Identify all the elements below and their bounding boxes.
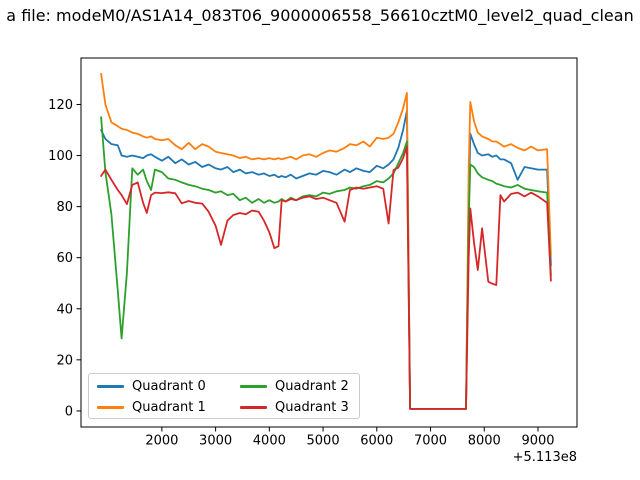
legend-label-quadrant-2: Quadrant 2 [275, 379, 349, 394]
y-tick-label: 40 [56, 302, 73, 317]
series-line-quadrant-1 [100, 72, 552, 410]
x-tick-label: 7000 [414, 434, 447, 449]
legend-entry-quadrant-0: Quadrant 0 [97, 376, 240, 397]
legend-label-quadrant-0: Quadrant 0 [132, 379, 206, 394]
y-tick-label: 120 [48, 98, 73, 113]
legend: Quadrant 0 Quadrant 1 Quadrant 2 Quadran… [88, 373, 360, 419]
x-tick-label: 5000 [307, 434, 340, 449]
x-tick-label: 3000 [199, 434, 232, 449]
y-axis: 0 20 40 60 80 100 120 [48, 98, 81, 419]
legend-line-swatch-quadrant-2 [240, 385, 267, 388]
y-tick-label: 80 [56, 200, 73, 215]
series-line-quadrant-2 [100, 116, 552, 410]
x-tick-label: 2000 [145, 434, 178, 449]
x-axis: 2000 3000 4000 5000 6000 7000 8000 9000 [145, 427, 555, 449]
legend-label-quadrant-3: Quadrant 3 [275, 400, 349, 415]
legend-entry-quadrant-2: Quadrant 2 [240, 376, 351, 397]
axes-spines [80, 57, 578, 428]
x-tick-label: 4000 [253, 434, 286, 449]
y-tick-label: 60 [56, 251, 73, 266]
x-tick-label: 6000 [360, 434, 393, 449]
y-tick-label: 100 [48, 149, 73, 164]
legend-entry-quadrant-1: Quadrant 1 [97, 397, 240, 418]
series-line-quadrant-3 [100, 145, 552, 410]
y-tick-label: 0 [65, 404, 73, 419]
x-tick-label: 8000 [468, 434, 501, 449]
legend-label-quadrant-1: Quadrant 1 [132, 400, 206, 415]
legend-entry-quadrant-3: Quadrant 3 [240, 397, 351, 418]
x-tick-label: 9000 [521, 434, 554, 449]
legend-line-swatch-quadrant-1 [97, 406, 124, 409]
figure-title: a file: modeM0/AS1A14_083T06_9000006558_… [6, 6, 634, 25]
legend-line-swatch-quadrant-3 [240, 406, 267, 409]
series-line-quadrant-0 [100, 110, 552, 410]
legend-line-swatch-quadrant-0 [97, 385, 124, 388]
x-axis-offset-label: +5.113e8 [512, 450, 577, 465]
y-tick-label: 20 [56, 353, 73, 368]
